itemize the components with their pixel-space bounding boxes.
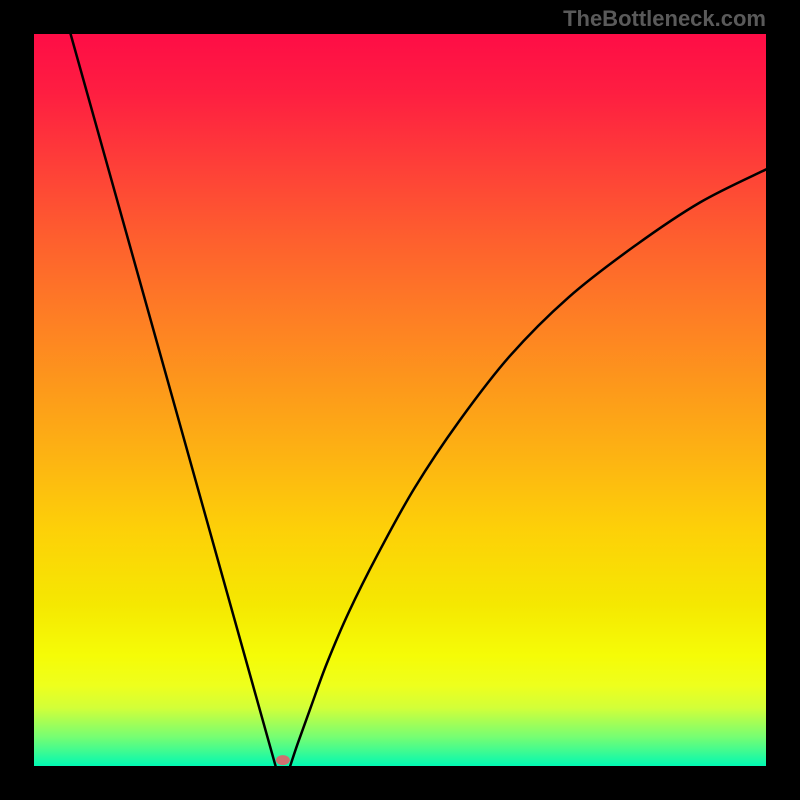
optimal-point-marker [276,755,290,765]
plot-area [0,0,800,800]
watermark-text: TheBottleneck.com [563,6,766,32]
chart-container: TheBottleneck.com [0,0,800,800]
